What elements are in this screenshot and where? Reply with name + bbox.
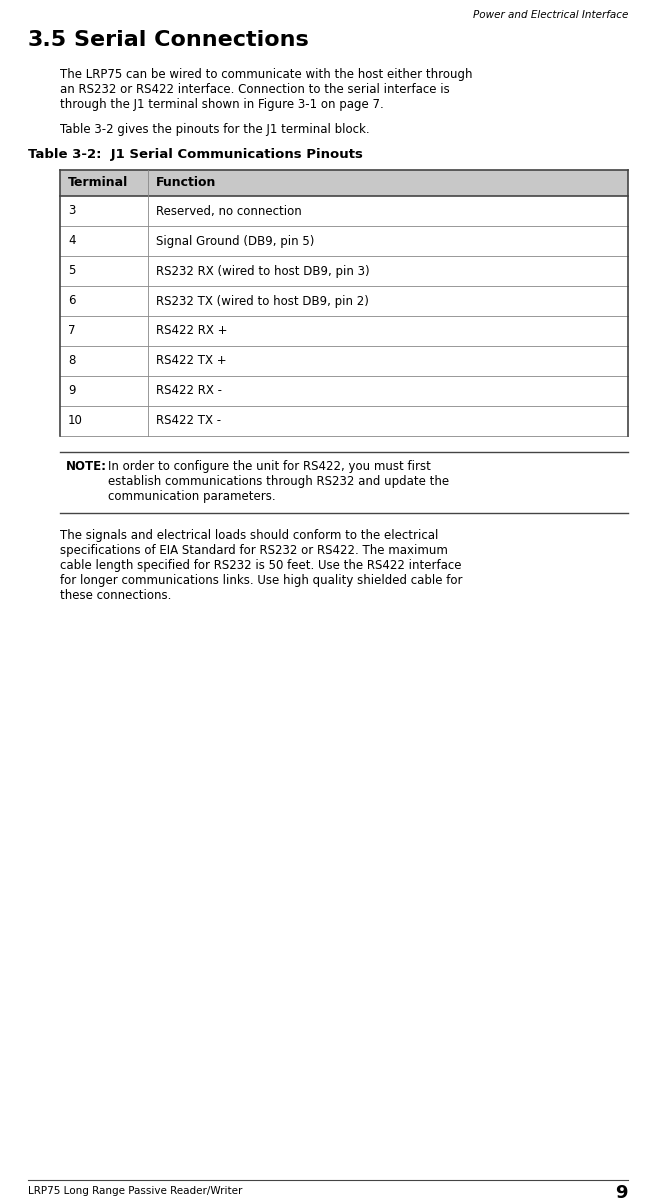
Text: Serial Connections: Serial Connections <box>74 30 309 50</box>
Text: 8: 8 <box>68 354 76 367</box>
Text: Table 3-2:  J1 Serial Communications Pinouts: Table 3-2: J1 Serial Communications Pino… <box>28 148 363 161</box>
Text: RS422 RX -: RS422 RX - <box>156 384 222 397</box>
Text: RS422 TX -: RS422 TX - <box>156 414 221 427</box>
Text: establish communications through RS232 and update the: establish communications through RS232 a… <box>108 475 449 488</box>
Text: NOTE:: NOTE: <box>66 460 107 473</box>
Text: Signal Ground (DB9, pin 5): Signal Ground (DB9, pin 5) <box>156 234 314 247</box>
Text: 9: 9 <box>615 1184 628 1200</box>
Text: 3: 3 <box>68 204 76 217</box>
Text: 6: 6 <box>68 294 76 307</box>
Bar <box>60 170 628 196</box>
Text: Terminal: Terminal <box>68 176 128 190</box>
Text: 9: 9 <box>68 384 76 397</box>
Text: specifications of EIA Standard for RS232 or RS422. The maximum: specifications of EIA Standard for RS232… <box>60 544 448 557</box>
Text: cable length specified for RS232 is 50 feet. Use the RS422 interface: cable length specified for RS232 is 50 f… <box>60 559 462 572</box>
Text: Power and Electrical Interface: Power and Electrical Interface <box>473 10 628 20</box>
Text: through the J1 terminal shown in Figure 3-1 on page 7.: through the J1 terminal shown in Figure … <box>60 98 384 110</box>
Text: RS422 TX +: RS422 TX + <box>156 354 227 367</box>
Text: In order to configure the unit for RS422, you must first: In order to configure the unit for RS422… <box>108 460 431 473</box>
Text: 7: 7 <box>68 324 76 337</box>
Text: 4: 4 <box>68 234 76 247</box>
Text: 3.5: 3.5 <box>28 30 67 50</box>
Text: Table 3-2 gives the pinouts for the J1 terminal block.: Table 3-2 gives the pinouts for the J1 t… <box>60 122 370 136</box>
Text: these connections.: these connections. <box>60 589 171 602</box>
Text: RS422 RX +: RS422 RX + <box>156 324 228 337</box>
Text: RS232 TX (wired to host DB9, pin 2): RS232 TX (wired to host DB9, pin 2) <box>156 294 369 307</box>
Text: Reserved, no connection: Reserved, no connection <box>156 204 302 217</box>
Text: for longer communications links. Use high quality shielded cable for: for longer communications links. Use hig… <box>60 574 462 587</box>
Text: 5: 5 <box>68 264 76 277</box>
Text: The LRP75 can be wired to communicate with the host either through: The LRP75 can be wired to communicate wi… <box>60 68 473 80</box>
Text: communication parameters.: communication parameters. <box>108 490 276 503</box>
Text: LRP75 Long Range Passive Reader/Writer: LRP75 Long Range Passive Reader/Writer <box>28 1186 243 1196</box>
Text: 10: 10 <box>68 414 83 427</box>
Text: The signals and electrical loads should conform to the electrical: The signals and electrical loads should … <box>60 529 438 542</box>
Text: Function: Function <box>156 176 216 190</box>
Text: RS232 RX (wired to host DB9, pin 3): RS232 RX (wired to host DB9, pin 3) <box>156 264 370 277</box>
Text: an RS232 or RS422 interface. Connection to the serial interface is: an RS232 or RS422 interface. Connection … <box>60 83 450 96</box>
